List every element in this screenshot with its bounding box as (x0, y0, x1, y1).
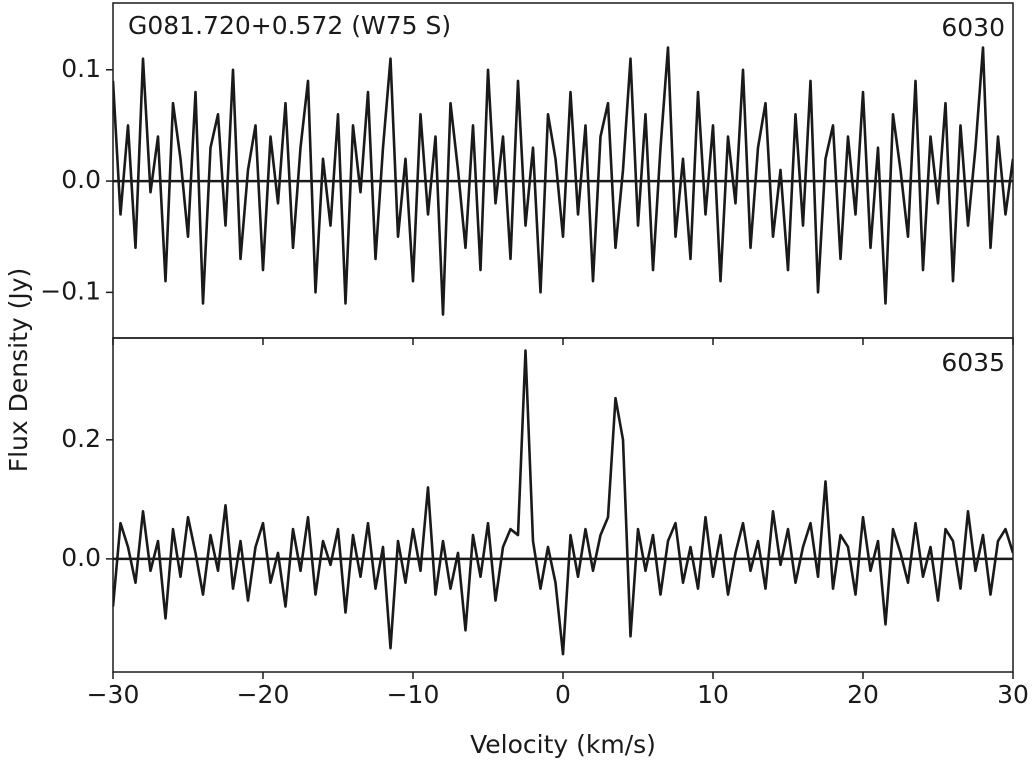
y-tick-label: −0.1 (40, 276, 101, 305)
x-axis-label: Velocity (km/s) (470, 730, 656, 759)
panel-frame (112, 337, 1014, 673)
x-tick-label: 0 (555, 680, 571, 709)
x-tick-label: 20 (847, 680, 879, 709)
y-tick-label: 0.0 (61, 543, 101, 572)
spectrum-line (113, 46, 1013, 316)
y-tick-label: 0.1 (61, 54, 101, 83)
y-tick-label: 0.0 (61, 165, 101, 194)
x-tick-label: 10 (697, 680, 729, 709)
y-axis-label: Flux Density (Jy) (4, 268, 33, 473)
x-tick-label: 30 (997, 680, 1029, 709)
panel-label: 6035 (941, 348, 1005, 377)
x-tick-label: −10 (387, 680, 440, 709)
panel-label: 6030 (941, 13, 1005, 42)
y-tick-label: 0.2 (61, 424, 101, 453)
x-tick-label: −30 (87, 680, 140, 709)
chart-title: G081.720+0.572 (W75 S) (128, 11, 451, 40)
spectrum-line (113, 349, 1013, 656)
x-tick-label: −20 (237, 680, 290, 709)
